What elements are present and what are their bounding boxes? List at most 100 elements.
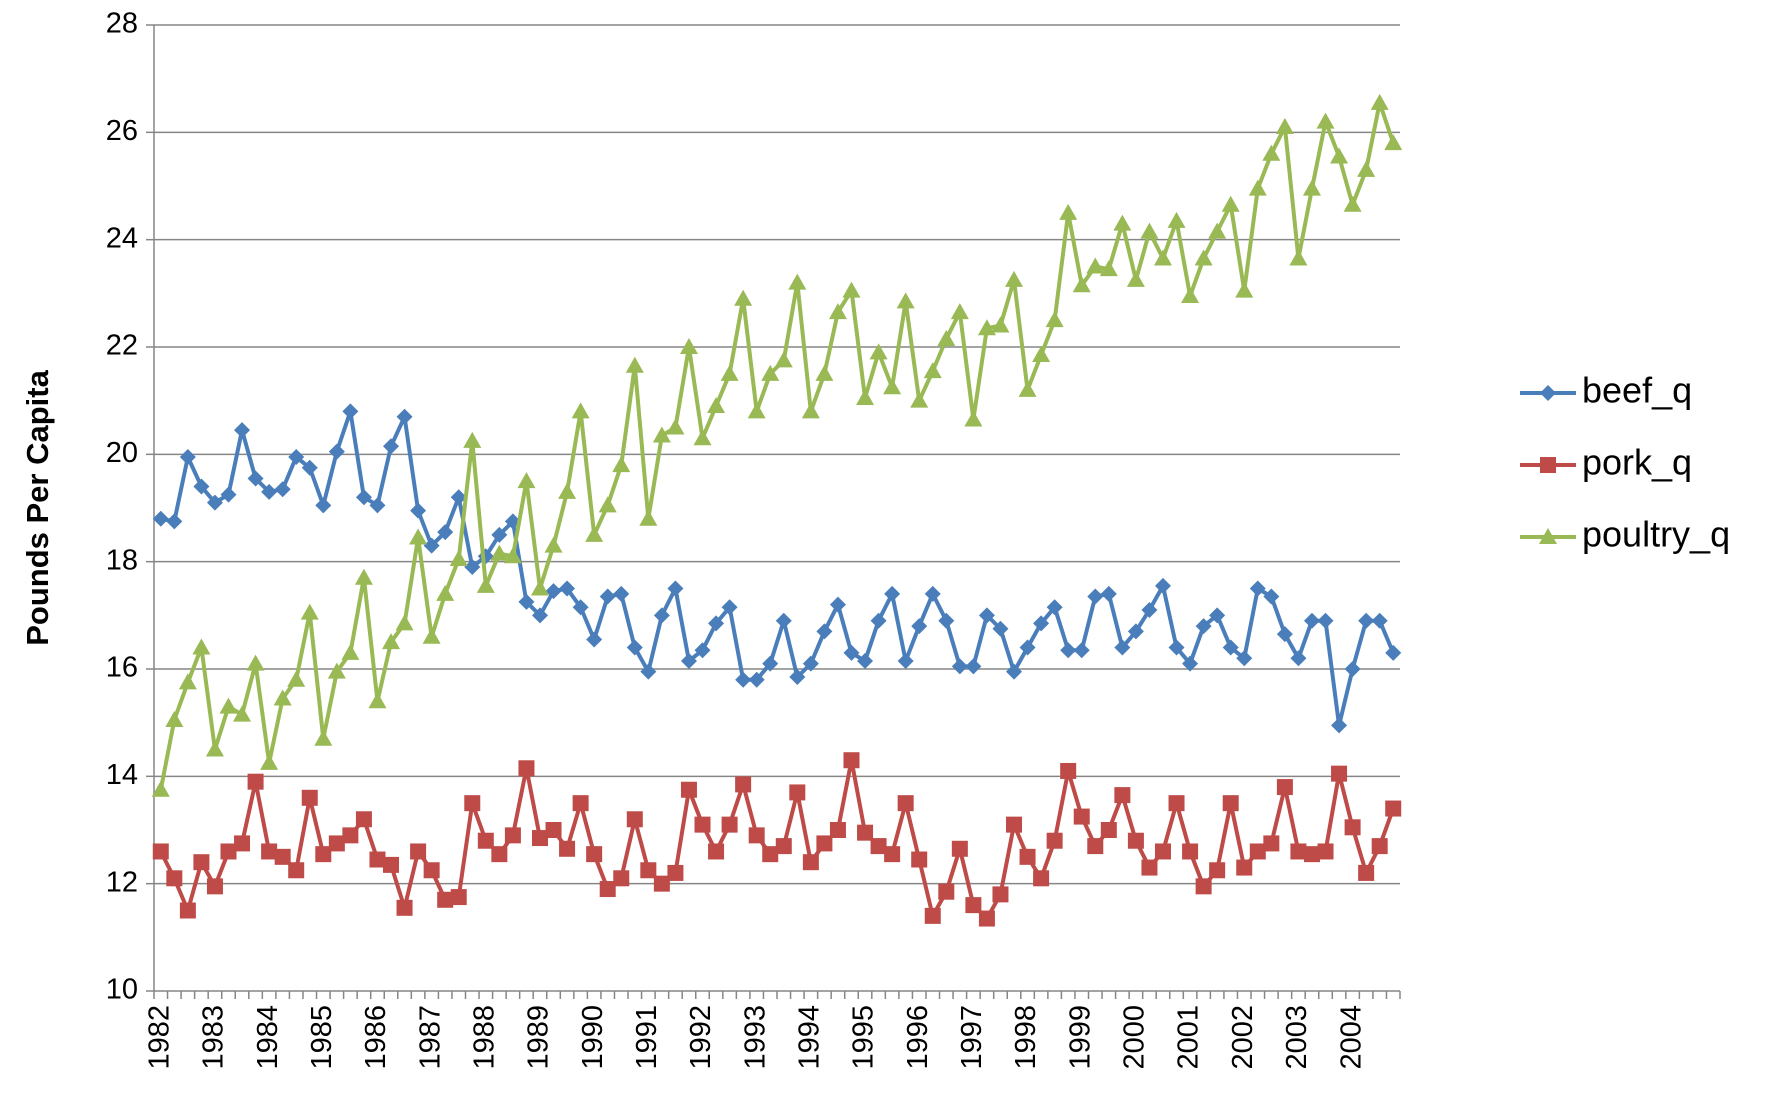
marker [842, 281, 861, 298]
marker [288, 449, 305, 466]
marker [707, 397, 726, 414]
marker [992, 620, 1009, 637]
marker [261, 483, 278, 500]
marker [1073, 642, 1090, 659]
x-tick-label: 1987 [414, 1005, 446, 1070]
marker [1358, 864, 1375, 881]
x-tick-label: 1998 [1010, 1005, 1042, 1070]
x-tick-label: 1989 [523, 1005, 555, 1070]
legend-label: pork_q [1582, 442, 1692, 483]
marker [383, 438, 400, 455]
marker [315, 497, 332, 514]
marker [572, 795, 589, 812]
marker [1046, 832, 1063, 849]
marker [965, 897, 982, 914]
marker [884, 846, 901, 863]
marker [774, 351, 793, 368]
marker [680, 781, 697, 798]
marker [1126, 270, 1145, 287]
marker [1276, 626, 1293, 643]
marker [1087, 838, 1104, 855]
marker [436, 584, 455, 601]
marker [1072, 276, 1091, 293]
marker [518, 593, 535, 610]
marker [978, 607, 995, 624]
marker [788, 273, 807, 290]
marker [762, 655, 779, 672]
marker [1114, 639, 1131, 656]
marker [1208, 222, 1227, 239]
marker [1371, 612, 1388, 629]
marker [857, 652, 874, 669]
marker [599, 881, 616, 898]
x-tick-label: 1991 [631, 1005, 663, 1070]
marker [1006, 663, 1023, 680]
marker [883, 378, 902, 395]
marker [897, 652, 914, 669]
marker [843, 752, 860, 769]
marker [1141, 859, 1158, 876]
marker [1019, 848, 1036, 865]
marker [518, 760, 535, 777]
marker [856, 388, 875, 405]
marker [1262, 144, 1281, 161]
marker [911, 618, 928, 635]
marker [314, 729, 333, 746]
marker [178, 673, 197, 690]
marker [1385, 644, 1402, 661]
marker [667, 580, 684, 597]
marker [586, 631, 603, 648]
marker [789, 784, 806, 801]
y-tick-label: 28 [106, 8, 138, 40]
marker [1099, 260, 1118, 277]
marker [747, 402, 766, 419]
marker [383, 856, 400, 873]
marker [1290, 650, 1307, 667]
marker [1113, 214, 1132, 231]
marker [219, 697, 238, 714]
marker [342, 827, 359, 844]
x-tick-label: 2000 [1119, 1005, 1151, 1070]
marker [1141, 601, 1158, 618]
marker [206, 878, 223, 895]
marker [639, 509, 658, 526]
marker [449, 549, 468, 566]
x-tick-label: 1983 [198, 1005, 230, 1070]
marker [193, 478, 210, 495]
marker [965, 658, 982, 675]
marker [897, 795, 914, 812]
marker [1032, 346, 1051, 363]
marker [910, 391, 929, 408]
marker [382, 633, 401, 650]
marker [1371, 838, 1388, 855]
marker [1019, 639, 1036, 656]
marker [273, 689, 292, 706]
marker [828, 303, 847, 320]
marker [1290, 843, 1307, 860]
marker [667, 864, 684, 881]
marker [708, 615, 725, 632]
y-tick-label: 14 [106, 759, 138, 791]
marker [1154, 577, 1171, 594]
marker [598, 496, 617, 513]
marker [477, 832, 494, 849]
marker [315, 846, 332, 863]
marker [545, 822, 562, 838]
marker [423, 862, 440, 879]
y-tick-label: 20 [106, 437, 138, 469]
marker [1275, 117, 1294, 134]
marker [938, 883, 955, 900]
series-line [158, 100, 1396, 791]
marker [1222, 639, 1239, 656]
marker [464, 795, 481, 812]
marker [829, 596, 846, 613]
marker [327, 662, 346, 679]
marker [652, 426, 671, 443]
marker [396, 899, 413, 916]
marker [490, 544, 509, 561]
marker [721, 599, 738, 616]
marker [937, 329, 956, 346]
marker [1140, 222, 1159, 239]
x-tick-label: 1994 [794, 1005, 826, 1070]
marker [802, 854, 819, 871]
